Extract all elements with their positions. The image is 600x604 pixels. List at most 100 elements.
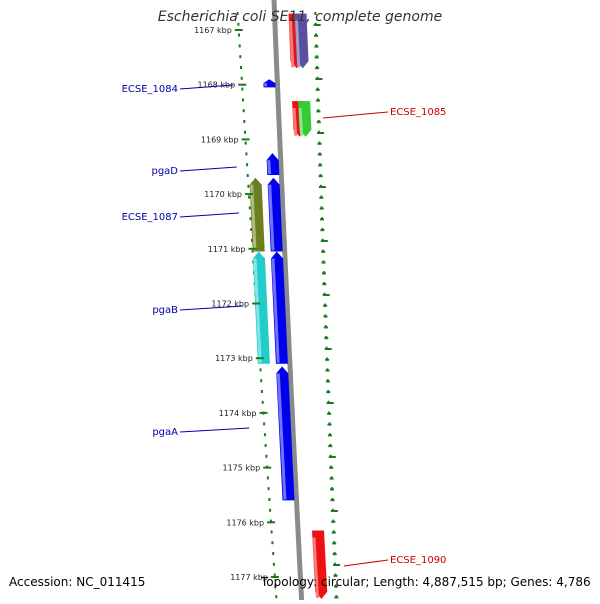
outer-tick [319, 197, 323, 199]
inner-guide-dot [263, 422, 265, 425]
inner-guide-dot [260, 379, 262, 382]
gene-label[interactable]: pgaA [152, 427, 178, 438]
outer-tick [322, 272, 326, 274]
outer-tick [324, 326, 328, 328]
outer-tick [320, 218, 324, 220]
gene-label[interactable]: pgaB [152, 305, 178, 316]
outer-tick [314, 46, 318, 48]
gene-arrow-highlight [294, 108, 296, 136]
inner-guide-dot [260, 368, 262, 371]
scale-tick-label: 1174 kbp [219, 409, 257, 418]
outer-tick [323, 294, 330, 296]
outer-tick [331, 499, 335, 501]
scale-tick-mark [260, 412, 268, 414]
inner-guide-dot [261, 390, 263, 393]
inner-guide-dot [248, 196, 250, 199]
outer-tick [332, 542, 336, 544]
inner-guide-dot [267, 476, 269, 479]
gene-label[interactable]: ECSE_1084 [122, 84, 178, 95]
outer-tick [332, 532, 336, 534]
outer-tick [316, 110, 320, 112]
gene-label[interactable]: ECSE_1087 [122, 212, 178, 223]
outer-tick [316, 100, 320, 102]
scale-tick-mark [252, 303, 260, 305]
inner-guide-dot [271, 541, 273, 544]
outer-tick [334, 596, 338, 598]
inner-guide-dot [271, 530, 273, 533]
inner-guide-dot [243, 109, 245, 112]
outer-tick [315, 78, 322, 80]
gene-arrow-highlight [269, 160, 270, 174]
outer-tick [328, 424, 332, 426]
scale-tick-mark [267, 521, 275, 523]
inner-guide-dot [244, 131, 246, 134]
inner-guide-dot [245, 142, 247, 145]
scale-tick-mark [238, 84, 246, 86]
outer-tick [329, 456, 336, 458]
inner-guide-dot [264, 433, 266, 436]
scale-tick-mark [242, 138, 250, 140]
outer-tick [314, 35, 318, 37]
outer-tick [320, 229, 324, 231]
outer-tick [326, 391, 330, 393]
scale-tick-mark [245, 193, 253, 195]
outer-tick [322, 283, 326, 285]
scale-tick-label: 1173 kbp [215, 354, 253, 363]
genome-summary-text: Topology: circular; Length: 4,887,515 bp… [261, 575, 591, 589]
scale-tick-mark [249, 248, 257, 250]
outer-tick [327, 402, 334, 404]
scale-tick-mark [263, 467, 271, 469]
accession-text: Accession: NC_011415 [9, 575, 145, 589]
outer-tick [318, 164, 322, 166]
inner-guide-dot [241, 88, 243, 91]
scale-tick-label: 1175 kbp [222, 464, 260, 473]
inner-guide-dot [275, 595, 277, 598]
inner-guide-dot [247, 185, 249, 188]
outer-tick [318, 143, 322, 145]
outer-tick [322, 262, 326, 264]
scale-tick-label: 1169 kbp [201, 135, 239, 144]
inner-guide-dot [268, 498, 270, 501]
scale-tick-mark [256, 357, 264, 359]
outer-tick [319, 175, 323, 177]
outer-tick [331, 510, 338, 512]
gene-label-leader [180, 213, 239, 217]
outer-tick [315, 56, 319, 58]
inner-guide-dot [262, 401, 264, 404]
outer-tick [318, 154, 322, 156]
gene-label[interactable]: pgaD [151, 166, 178, 177]
outer-tick [320, 208, 324, 210]
gene-label-leader [180, 428, 249, 432]
outer-tick [328, 445, 332, 447]
outer-tick [326, 380, 330, 382]
scale-tick-label: 1176 kbp [226, 518, 264, 527]
inner-guide-dot [249, 206, 251, 209]
inner-guide-dot [245, 152, 247, 155]
outer-tick [321, 251, 325, 253]
inner-guide-dot [240, 66, 242, 69]
inner-guide-dot [239, 55, 241, 58]
inner-guide-dot [238, 34, 240, 37]
outer-tick [325, 348, 332, 350]
outer-tick [315, 67, 319, 69]
outer-tick [333, 553, 337, 555]
scale-tick-label: 1170 kbp [204, 190, 242, 199]
gene-label[interactable]: ECSE_1085 [390, 107, 446, 118]
inner-guide-dot [239, 44, 241, 47]
outer-tick [330, 478, 334, 480]
inner-guide-dot [243, 120, 245, 123]
outer-tick [323, 305, 327, 307]
gene-label[interactable]: ECSE_1090 [390, 555, 446, 566]
inner-guide-dot [246, 163, 248, 166]
outer-tick [326, 370, 330, 372]
inner-guide-dot [272, 552, 274, 555]
inner-guide-dot [241, 77, 243, 80]
gene-label-leader [180, 167, 237, 171]
inner-guide-dot [268, 487, 270, 490]
gene-arrow-highlight [300, 108, 302, 136]
outer-tick [319, 186, 326, 188]
gene-label-leader [323, 112, 388, 118]
outer-tick [317, 121, 321, 123]
